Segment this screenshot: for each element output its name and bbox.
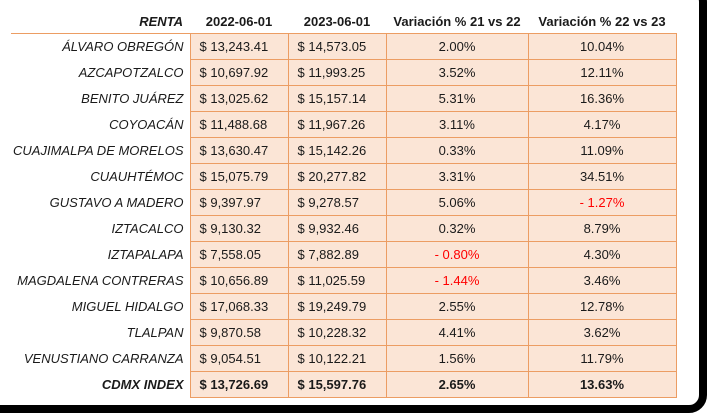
variation-22-23-value: 4.17% [527,111,677,138]
row-label: GUSTAVO A MADERO [11,189,190,216]
column-header-2022-06-01: 2022-06-01 [190,10,288,34]
variation-21-22-value: 3.11% [385,111,529,138]
table-row: MAGDALENA CONTRERAS $ 10,656.89 $ 11,025.5… [11,267,677,294]
variation-22-23-value: - 1.27% [527,189,677,216]
rent-2022-value: $ 13,243.41 [189,33,289,60]
variation-22-23-value: 4.30% [527,241,677,268]
variation-21-22-value: 2.65% [385,371,529,398]
variation-21-22-value: 4.41% [385,319,529,346]
variation-22-23-value: 16.36% [527,85,677,112]
table-header-row: RENTA 2022-06-01 2023-06-01 Variación % … [11,10,676,34]
row-label: CDMX INDEX [11,371,190,398]
rent-2022-value: $ 9,870.58 [189,319,289,346]
row-label: ÁLVARO OBREGÓN [11,33,190,60]
row-label: MAGDALENA CONTRERAS [11,267,190,294]
table-row: COYOACÁN $ 11,488.68 $ 11,967.26 3.11% 4.17% [11,111,677,138]
table-row: IZTACALCO $ 9,130.32 $ 9,932.46 0.32% 8.79% [11,215,677,242]
variation-22-23-value: 8.79% [527,215,677,242]
row-label: AZCAPOTZALCO [11,59,190,86]
row-label: MIGUEL HIDALGO [11,293,190,320]
row-label: VENUSTIANO CARRANZA [11,345,190,372]
rent-2022-value: $ 11,488.68 [189,111,289,138]
table-row: IZTAPALAPA $ 7,558.05 $ 7,882.89- 0.80% 4.3… [11,241,677,268]
rent-2023-value: $ 10,228.32 [287,319,387,346]
row-label: TLALPAN [11,319,190,346]
variation-21-22-value: 5.31% [385,85,529,112]
table-row: GUSTAVO A MADERO $ 9,397.97 $ 9,278.57 5.06… [11,189,677,216]
table-row: CUAJIMALPA DE MORELOS $ 13,630.47 $ 15,142… [11,137,677,164]
table-row: CDMX INDEX $ 13,726.69 $ 15,597.76 2.65% 13.… [11,371,677,398]
variation-22-23-value: 34.51% [527,163,677,190]
table-body: ÁLVARO OBREGÓN $ 13,243.41 $ 14,573.05 2.00… [11,33,677,398]
renta-table: RENTA 2022-06-01 2023-06-01 Variación % … [11,10,677,398]
variation-21-22-value: 3.52% [385,59,529,86]
rent-2023-value: $ 20,277.82 [287,163,387,190]
rent-2023-value: $ 11,967.26 [287,111,387,138]
variation-21-22-value: 0.32% [385,215,529,242]
rent-2022-value: $ 9,397.97 [189,189,289,216]
variation-21-22-value: 2.00% [385,33,529,60]
variation-21-22-value: 1.56% [385,345,529,372]
rent-2022-value: $ 10,656.89 [189,267,289,294]
rent-2023-value: $ 14,573.05 [287,33,387,60]
table-row: AZCAPOTZALCO $ 10,697.92 $ 11,993.25 3.52% 1… [11,59,677,86]
column-header-2023-06-01: 2023-06-01 [288,10,386,34]
variation-21-22-value: 0.33% [385,137,529,164]
rent-2022-value: $ 9,130.32 [189,215,289,242]
rent-2022-value: $ 7,558.05 [189,241,289,268]
row-label: IZTACALCO [11,215,190,242]
variation-21-22-value: 5.06% [385,189,529,216]
row-label: COYOACÁN [11,111,190,138]
rent-2022-value: $ 15,075.79 [189,163,289,190]
table-row: TLALPAN $ 9,870.58 $ 10,228.32 4.41% 3.62% [11,319,677,346]
variation-21-22-value: - 1.44% [385,267,529,294]
variation-21-22-value: 2.55% [385,293,529,320]
table-row: ÁLVARO OBREGÓN $ 13,243.41 $ 14,573.05 2.00… [11,33,677,60]
rent-2023-value: $ 19,249.79 [287,293,387,320]
rent-2022-value: $ 9,054.51 [189,345,289,372]
rent-2023-value: $ 7,882.89 [287,241,387,268]
column-header-variacion-22-23: Variación % 22 vs 23 [528,10,676,34]
variation-22-23-value: 11.09% [527,137,677,164]
rent-2023-value: $ 15,597.76 [287,371,387,398]
variation-22-23-value: 3.62% [527,319,677,346]
rent-2023-value: $ 9,932.46 [287,215,387,242]
rent-2022-value: $ 13,025.62 [189,85,289,112]
row-label: BENITO JUÁREZ [11,85,190,112]
rent-2023-value: $ 10,122.21 [287,345,387,372]
row-label: IZTAPALAPA [11,241,190,268]
rent-2022-value: $ 17,068.33 [189,293,289,320]
rent-2022-value: $ 13,726.69 [189,371,289,398]
variation-22-23-value: 3.46% [527,267,677,294]
row-label: CUAJIMALPA DE MORELOS [11,137,190,164]
variation-22-23-value: 12.78% [527,293,677,320]
rent-2022-value: $ 10,697.92 [189,59,289,86]
rent-2023-value: $ 15,142.26 [287,137,387,164]
table-row: BENITO JUÁREZ $ 13,025.62 $ 15,157.14 5.31%… [11,85,677,112]
row-label: CUAUHTÉMOC [11,163,190,190]
rent-2023-value: $ 9,278.57 [287,189,387,216]
rent-2023-value: $ 11,993.25 [287,59,387,86]
variation-22-23-value: 13.63% [527,371,677,398]
variation-21-22-value: - 0.80% [385,241,529,268]
table-row: CUAUHTÉMOC $ 15,075.79 $ 20,277.82 3.31% 34.… [11,163,677,190]
table-row: MIGUEL HIDALGO $ 17,068.33 $ 19,249.79 2.55… [11,293,677,320]
column-header-renta: RENTA [11,10,190,34]
rent-2023-value: $ 15,157.14 [287,85,387,112]
table-row: VENUSTIANO CARRANZA $ 9,054.51 $ 10,122.21… [11,345,677,372]
variation-22-23-value: 10.04% [527,33,677,60]
variation-22-23-value: 11.79% [527,345,677,372]
rent-2023-value: $ 11,025.59 [287,267,387,294]
variation-21-22-value: 3.31% [385,163,529,190]
variation-22-23-value: 12.11% [527,59,677,86]
column-header-variacion-21-22: Variación % 21 vs 22 [386,10,528,34]
rent-2022-value: $ 13,630.47 [189,137,289,164]
